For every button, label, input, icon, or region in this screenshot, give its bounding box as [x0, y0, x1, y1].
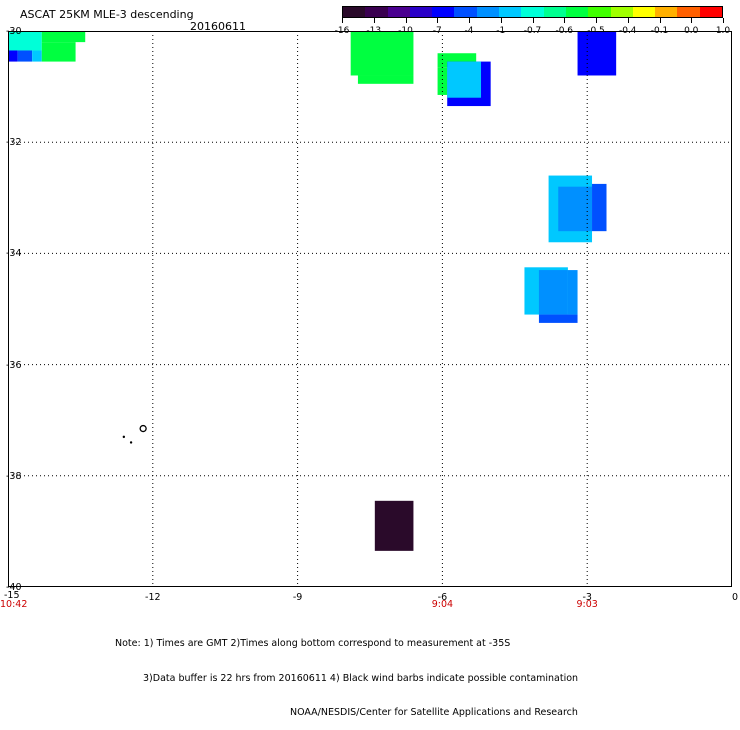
colorbar-tick [533, 18, 534, 23]
colorbar-segment [677, 7, 700, 17]
lat-label: -32 [6, 137, 22, 149]
wind-cell [8, 50, 18, 62]
map-date: 20160611 [190, 20, 246, 33]
colorbar-tick [564, 18, 565, 23]
colorbar-tick [437, 18, 438, 23]
lat-label: -38 [6, 470, 22, 482]
colorbar-segment [454, 7, 477, 17]
colorbar-segment [499, 7, 522, 17]
lon-label: -12 [145, 592, 161, 603]
lat-label: -36 [6, 359, 22, 371]
colorbar-tick [342, 18, 343, 23]
colorbar-segment [409, 7, 433, 17]
colorbar-segment [632, 7, 656, 17]
colorbar-segment [476, 7, 500, 17]
wind-barb-marker [129, 441, 133, 444]
colorbar [342, 6, 723, 18]
colorbar-segment [521, 7, 544, 17]
graticule [8, 31, 732, 587]
wind-cell [32, 50, 42, 62]
colorbar-tick [660, 18, 661, 23]
lon-label: -9 [292, 592, 303, 603]
colorbar-segment [610, 7, 633, 17]
note-line-3: NOAA/NESDIS/Center for Satellite Applica… [290, 707, 578, 718]
time-label: 9:04 [431, 599, 454, 610]
colorbar-segment [387, 7, 410, 17]
wind-barb-marker [139, 424, 147, 433]
colorbar-segment [699, 7, 723, 17]
wind-cell [577, 31, 617, 76]
lat-label: -34 [6, 248, 22, 260]
colorbar-segment [432, 7, 455, 17]
wind-cell [538, 270, 568, 315]
wind-cell [447, 61, 482, 98]
lat-label: -30 [6, 26, 22, 37]
wind-cell [567, 270, 578, 315]
time-label: 10:42 [0, 599, 28, 610]
wind-barbs [122, 424, 147, 444]
wind-cell [538, 314, 578, 323]
wind-cell [592, 183, 607, 232]
map-title: ASCAT 25KM MLE-3 descending [20, 8, 194, 21]
colorbar-segment [655, 7, 678, 17]
colorbar-tick [374, 18, 375, 23]
colorbar-tick [501, 18, 502, 23]
map-plot[interactable] [8, 31, 732, 587]
colorbar-tick [628, 18, 629, 23]
colorbar-segment [365, 7, 388, 17]
wind-cell [357, 75, 414, 84]
colorbar-tick [723, 18, 724, 23]
colorbar-tick [596, 18, 597, 23]
wind-cell [437, 67, 448, 95]
colorbar-tick [469, 18, 470, 23]
colorbar-segment [588, 7, 611, 17]
colorbar-tick [691, 18, 692, 23]
wind-cells [8, 31, 617, 551]
note-line-1: Note: 1) Times are GMT 2)Times along bot… [115, 638, 511, 649]
lon-label: -15 [4, 590, 20, 601]
wind-cell [374, 500, 414, 551]
lon-label: -6 [437, 592, 448, 603]
wind-cell [17, 50, 33, 62]
time-label: 9:03 [576, 599, 598, 610]
wind-barb-marker [122, 435, 126, 439]
colorbar-segment [565, 7, 589, 17]
colorbar-segment [343, 7, 366, 17]
note-line-2: 3)Data buffer is 22 hrs from 20160611 4)… [143, 672, 579, 684]
lon-label: 0 [732, 592, 739, 603]
wind-cell [8, 31, 42, 51]
lon-label: -3 [582, 592, 592, 603]
wind-cell [558, 186, 593, 232]
footer-notes: Note: 1) Times are GMT 2)Times along bot… [115, 615, 578, 730]
map-frame [8, 31, 732, 587]
wind-cell [41, 31, 86, 43]
lat-label: -40 [6, 582, 22, 593]
colorbar-tick [406, 18, 407, 23]
colorbar-segment [543, 7, 566, 17]
wind-cell [41, 42, 76, 62]
wind-cell [350, 31, 414, 76]
